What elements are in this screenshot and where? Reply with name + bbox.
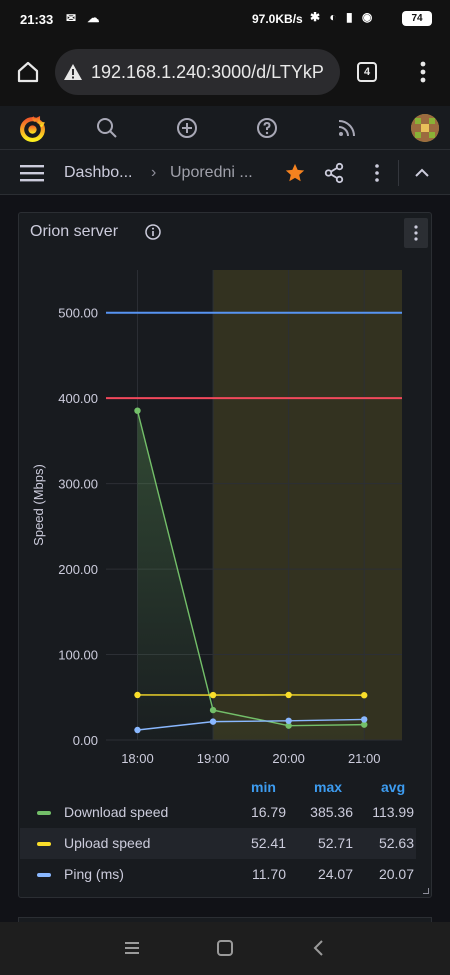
x-tick-label: 20:00 bbox=[272, 751, 305, 766]
y-tick-label: 500.00 bbox=[58, 306, 98, 321]
series-point bbox=[285, 722, 292, 729]
series-point bbox=[361, 692, 368, 699]
android-navigation-bar bbox=[0, 922, 450, 975]
legend-header-min[interactable]: min bbox=[251, 779, 276, 795]
legend-swatch bbox=[37, 873, 51, 877]
legend-min: 16.79 bbox=[250, 804, 286, 820]
legend-header-avg[interactable]: avg bbox=[381, 779, 406, 795]
connectivity-icons: ✱ ◐ ▮ ◉ bbox=[310, 10, 376, 24]
legend-row-download[interactable]: Download speed 16.79 385.36 113.99 bbox=[20, 797, 416, 828]
recent-apps-icon[interactable] bbox=[122, 938, 142, 958]
panel-title[interactable]: Orion server bbox=[30, 223, 119, 240]
nav-divider bbox=[398, 160, 399, 186]
home-icon[interactable] bbox=[16, 60, 40, 84]
chevron-up-icon[interactable] bbox=[411, 162, 433, 184]
y-tick-label: 400.00 bbox=[58, 391, 98, 406]
x-tick-label: 18:00 bbox=[121, 751, 154, 766]
warning-icon[interactable] bbox=[63, 62, 83, 82]
legend-avg: 52.63 bbox=[378, 835, 414, 851]
home-button-icon[interactable] bbox=[215, 938, 235, 958]
y-tick-label: 100.00 bbox=[58, 648, 98, 663]
avatar-pattern-icon bbox=[411, 114, 439, 142]
series-area-download bbox=[137, 410, 365, 740]
legend-min: 52.41 bbox=[250, 835, 286, 851]
add-icon[interactable] bbox=[175, 116, 199, 140]
back-icon[interactable] bbox=[309, 938, 329, 958]
status-bar: 21:33 ✉ ☁ 97.0KB/s ✱ ◐ ▮ ◉ 74 bbox=[0, 0, 450, 38]
timeseries-chart[interactable]: 0.00 100.00 200.00 300.00 400.00 500.00 18:00 1… bbox=[19, 213, 433, 773]
search-icon[interactable] bbox=[95, 116, 119, 140]
share-icon[interactable] bbox=[323, 162, 345, 184]
series-point bbox=[285, 717, 292, 724]
notification-icons: ✉ ☁ bbox=[66, 11, 104, 25]
series-line bbox=[137, 718, 365, 731]
legend-max: 52.71 bbox=[317, 835, 353, 851]
legend-series-name: Upload speed bbox=[64, 835, 151, 851]
series-point bbox=[134, 407, 141, 414]
legend-avg: 113.99 bbox=[372, 804, 414, 820]
menu-icon[interactable] bbox=[20, 163, 44, 183]
address-bar[interactable]: 192.168.1.240:3000/d/LTYkP bbox=[55, 49, 340, 95]
y-tick-label: 200.00 bbox=[58, 562, 98, 577]
series-point bbox=[209, 706, 217, 714]
series-point bbox=[209, 718, 217, 725]
more-vert-icon[interactable] bbox=[413, 60, 433, 84]
series-point bbox=[361, 721, 368, 728]
avatar[interactable] bbox=[411, 114, 439, 142]
x-tick-label: 21:00 bbox=[348, 751, 381, 766]
shaded-region bbox=[213, 270, 402, 740]
series-point bbox=[134, 691, 141, 699]
browser-toolbar: 192.168.1.240:3000/d/LTYkP 4 bbox=[0, 38, 450, 106]
series-line bbox=[136, 410, 365, 727]
panel-resize-handle[interactable] bbox=[423, 888, 429, 894]
breadcrumb-separator: › bbox=[151, 164, 157, 181]
y-axis-label: Speed (Mbps) bbox=[31, 464, 46, 546]
legend-swatch bbox=[37, 811, 51, 815]
panel-menu-button[interactable] bbox=[404, 218, 428, 248]
legend-max: 385.36 bbox=[310, 804, 353, 820]
rss-news-icon[interactable] bbox=[335, 116, 359, 140]
url-text[interactable]: 192.168.1.240:3000/d/LTYkP bbox=[91, 62, 324, 82]
y-tick-label: 300.00 bbox=[58, 477, 98, 492]
legend-header-max[interactable]: max bbox=[314, 779, 343, 795]
breadcrumb-dashboards[interactable]: Dashbo... bbox=[64, 164, 133, 181]
grafana-logo-icon[interactable] bbox=[19, 115, 46, 142]
tab-switcher-button[interactable]: 4 bbox=[357, 62, 377, 82]
breadcrumb-current[interactable]: Uporedni ... bbox=[170, 164, 253, 181]
info-icon[interactable] bbox=[144, 223, 162, 241]
legend-row-ping[interactable]: Ping (ms) 11.70 24.07 20.07 bbox=[20, 859, 416, 890]
battery-icon: 74 bbox=[402, 11, 432, 26]
legend-series-name: Ping (ms) bbox=[64, 866, 124, 882]
status-time: 21:33 bbox=[20, 12, 54, 27]
dashboard-navbar: Dashbo... › Uporedni ... bbox=[0, 150, 450, 195]
legend-avg: 20.07 bbox=[378, 866, 414, 882]
legend-max: 24.07 bbox=[317, 866, 353, 882]
legend-min: 11.70 bbox=[252, 866, 286, 882]
more-vert-icon[interactable] bbox=[366, 162, 388, 184]
series-point bbox=[285, 691, 292, 699]
more-vert-icon bbox=[414, 225, 418, 241]
x-tick-label: 19:00 bbox=[197, 751, 230, 766]
star-icon[interactable] bbox=[284, 162, 306, 184]
help-icon[interactable] bbox=[255, 116, 279, 140]
panel-orion-server: Orion server 0.00 100.00 200.00 300.00 400.0… bbox=[18, 212, 432, 898]
series-point bbox=[361, 716, 368, 723]
series-point bbox=[209, 691, 217, 699]
network-speed: 97.0KB/s bbox=[252, 12, 303, 26]
y-tick-label: 0.00 bbox=[73, 733, 98, 748]
legend-row-upload[interactable]: Upload speed 52.41 52.71 52.63 bbox=[20, 828, 416, 859]
series-point bbox=[134, 726, 141, 734]
grafana-topbar bbox=[0, 106, 450, 150]
legend-series-name: Download speed bbox=[64, 804, 169, 820]
legend-swatch bbox=[37, 842, 51, 846]
